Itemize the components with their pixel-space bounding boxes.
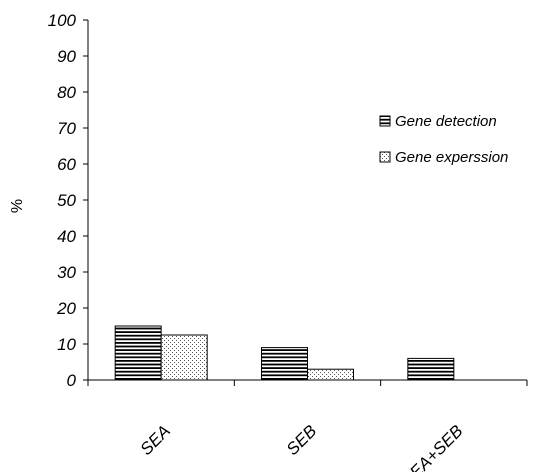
- y-tick-label: 20: [56, 299, 76, 318]
- x-category-label: SEA: [136, 421, 173, 458]
- y-tick-label: 0: [67, 371, 77, 390]
- y-tick-label: 50: [57, 191, 76, 210]
- legend: Gene detection Gene experssion: [379, 113, 508, 166]
- bar: [160, 334, 208, 381]
- bars: [114, 325, 455, 381]
- y-tick-label: 40: [57, 227, 76, 246]
- y-tick-label: 60: [57, 155, 76, 174]
- legend-swatch: [379, 115, 391, 127]
- bar: [114, 325, 162, 381]
- x-axis: SEA SEB SEA+SEB: [87, 379, 528, 472]
- legend-label: Gene detection: [395, 113, 497, 130]
- x-category-label: SEA+SEB: [398, 421, 467, 472]
- bar: [261, 347, 308, 381]
- legend-swatch: [379, 151, 391, 163]
- y-axis: 0 10 20 30 40 50 60 70 80 90 100: [48, 11, 89, 390]
- y-tick-label: 10: [57, 335, 76, 354]
- y-tick-label: 70: [57, 119, 76, 138]
- y-tick-label: 30: [57, 263, 76, 282]
- x-category-label: SEB: [283, 421, 320, 458]
- y-tick-label: 90: [57, 47, 76, 66]
- legend-label: Gene experssion: [395, 149, 508, 166]
- y-tick-label: 80: [57, 83, 76, 102]
- bar: [407, 357, 455, 381]
- bar: [307, 368, 354, 381]
- y-tick-label: 100: [48, 11, 77, 30]
- y-axis-label: %: [9, 199, 26, 213]
